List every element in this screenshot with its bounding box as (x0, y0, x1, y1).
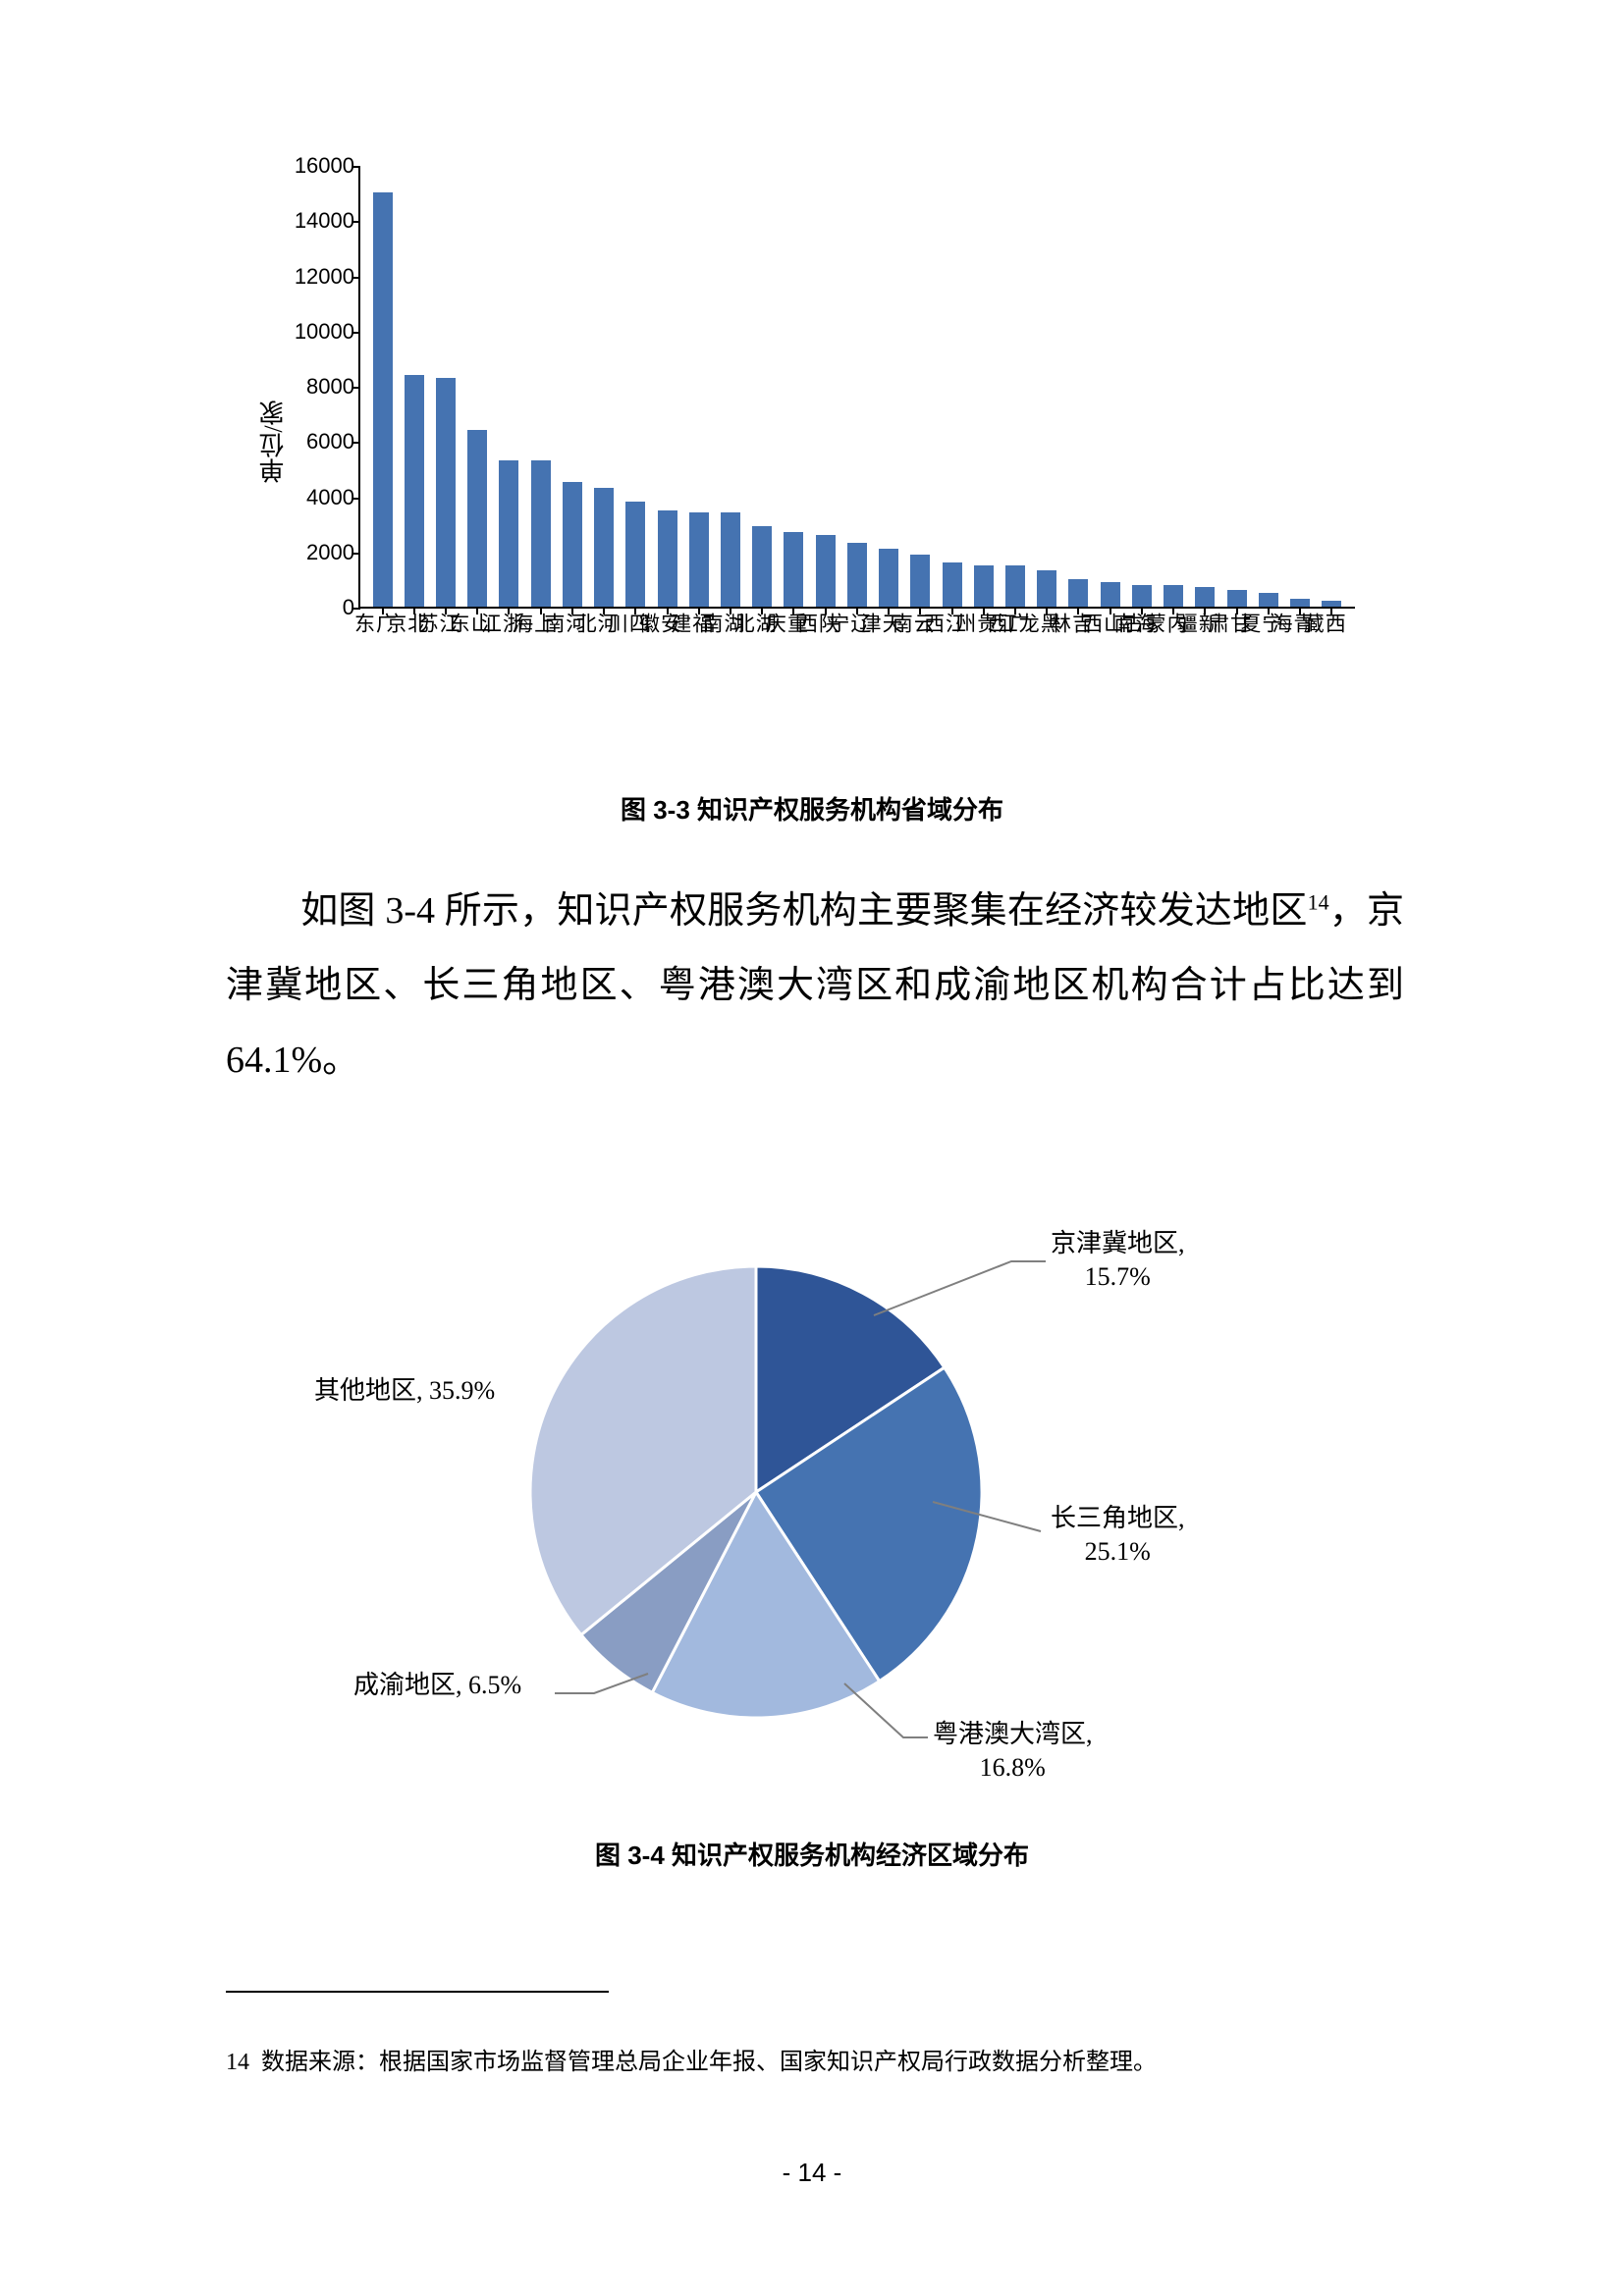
pie-chart-slice-label: 其他地区, 35.9% (314, 1374, 495, 1408)
bar-chart-y-tick-label: 4000 (306, 485, 354, 510)
pie-chart-caption: 图 3-4 知识产权服务机构经济区域分布 (0, 1836, 1624, 1872)
bar-chart-bar (436, 378, 456, 607)
bar-chart-bar (531, 460, 551, 607)
bar-chart-bar (1132, 585, 1152, 608)
footnote-body: 数据来源：根据国家市场监督管理总局企业年报、国家知识产权局行政数据分析整理。 (261, 2050, 1157, 2075)
pie-chart: 京津冀地区,15.7% 长三角地区,25.1% 粤港澳大湾区,16.8% 成渝地区, … (344, 1207, 1286, 1816)
bar-chart-y-tick-label: 16000 (295, 153, 354, 179)
bar-chart: 单位/家 02000400060008000100001200014000160… (275, 167, 1355, 717)
bar-chart-bar (405, 375, 424, 607)
page: 单位/家 02000400060008000100001200014000160… (0, 0, 1624, 2296)
pie-chart-slice-label: 长三角地区,25.1% (1051, 1502, 1185, 1569)
bar-chart-bar (625, 502, 645, 607)
footnote-separator (226, 1991, 609, 1993)
bar-chart-bar (689, 512, 709, 607)
page-number: - 14 - (0, 2158, 1624, 2188)
bar-chart-bar (1164, 585, 1183, 608)
bar-chart-bar (499, 460, 518, 607)
bar-chart-y-tick-label: 14000 (295, 208, 354, 234)
bar-chart-bar (467, 430, 487, 607)
bar-chart-y-axis-label: 单位/家 (255, 400, 292, 483)
bar-chart-bar (563, 482, 582, 607)
bar-chart-bar (879, 549, 898, 607)
bar-chart-bar (816, 535, 836, 607)
footnote-marker: 14 (226, 2050, 249, 2075)
bar-chart-y-tick-label: 8000 (306, 374, 354, 400)
bar-chart-bar (1227, 590, 1247, 607)
pie-chart-slice-label: 成渝地区, 6.5% (353, 1669, 521, 1702)
bar-chart-bar (1005, 565, 1025, 607)
bar-chart-bar (1195, 587, 1215, 607)
bar-chart-x-label: 西藏 (1318, 613, 1345, 632)
bar-chart-bar (658, 510, 677, 607)
pie-chart-slice-label: 京津冀地区,15.7% (1051, 1227, 1185, 1294)
bar-chart-bar (373, 192, 393, 607)
bar-chart-bar (1101, 582, 1120, 607)
bar-chart-bar (752, 526, 772, 607)
bar-chart-bar (721, 512, 740, 607)
bar-chart-caption: 图 3-3 知识产权服务机构省域分布 (0, 790, 1624, 827)
footnote-text: 14 数据来源：根据国家市场监督管理总局企业年报、国家知识产权局行政数据分析整理… (226, 2042, 1404, 2076)
bar-chart-bar (974, 565, 994, 607)
pie-chart-slice-label: 粤港澳大湾区,16.8% (933, 1718, 1093, 1785)
body-paragraph: 如图 3-4 所示，知识产权服务机构主要聚集在经济较发达地区14，京津冀地区、长… (226, 874, 1404, 1097)
bar-chart-bar (847, 543, 867, 607)
footnote-reference: 14 (1308, 889, 1329, 914)
paragraph-text-before-fn: 如图 3-4 所示，知识产权服务机构主要聚集在经济较发达地区 (300, 890, 1308, 932)
bar-chart-y-tick-label: 10000 (295, 319, 354, 345)
bar-chart-bar (1259, 593, 1278, 607)
bar-chart-bar (784, 532, 803, 607)
bar-chart-bar (910, 555, 930, 607)
bar-chart-bar (1037, 570, 1056, 607)
pie-chart-leader-line (874, 1261, 1046, 1315)
bar-chart-bar (943, 562, 962, 607)
bar-chart-bar (594, 488, 614, 607)
bar-chart-y-tick-label: 12000 (295, 264, 354, 290)
bar-chart-bar (1068, 579, 1088, 607)
bar-chart-y-tick-label: 6000 (306, 429, 354, 454)
bar-chart-y-tick-label: 2000 (306, 540, 354, 565)
bar-chart-plot-area: 0200040006000800010000120001400016000广东北… (358, 167, 1355, 609)
bar-chart-bar (1290, 599, 1310, 607)
